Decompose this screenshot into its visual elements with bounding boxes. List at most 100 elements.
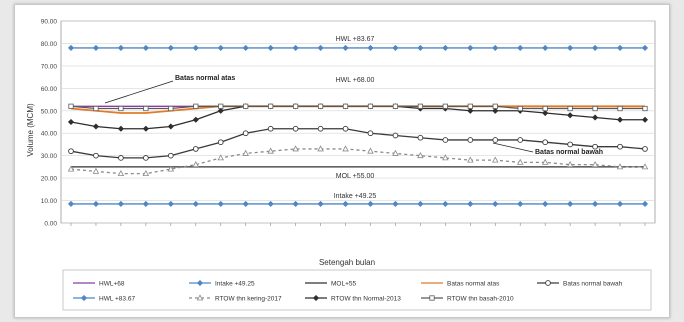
data-point	[167, 123, 174, 130]
legend-item: HWL+68	[73, 281, 125, 288]
data-point	[242, 200, 249, 208]
legend-label: HWL +83.67	[99, 296, 135, 303]
legend-item: Intake +49.25	[189, 279, 255, 288]
data-point	[592, 143, 598, 150]
data-point	[317, 125, 324, 132]
data-point	[68, 148, 74, 155]
data-point	[367, 130, 374, 137]
data-point	[117, 125, 125, 132]
y-tick-label: 20.00	[41, 176, 58, 183]
data-point	[142, 169, 150, 177]
data-point	[591, 161, 599, 168]
data-point	[217, 200, 224, 208]
data-point	[616, 116, 624, 123]
data-point	[292, 145, 299, 152]
line-chart: 0.00 10.00 20.00 30.00 40.00 50.00 60.00 70.00 8…	[26, 19, 656, 311]
data-point	[317, 103, 324, 109]
data-point	[168, 105, 174, 112]
data-point	[616, 200, 624, 208]
data-point	[167, 200, 174, 208]
data-point	[517, 200, 524, 208]
pointer-batas-bawah	[492, 142, 534, 153]
data-point	[641, 44, 649, 52]
data-point	[317, 145, 324, 152]
y-tick-label: 80.00	[41, 41, 58, 48]
data-point	[342, 125, 349, 132]
data-point	[467, 156, 474, 163]
legend-marker	[196, 279, 204, 287]
data-point	[566, 44, 574, 52]
legend-label: Batas normal atas	[447, 281, 500, 288]
annotation-hwl-68: HWL +68.00	[336, 77, 375, 84]
legend: HWL+68 Intake +49.25 MOL+55 Batas normal at…	[62, 269, 652, 311]
data-point	[193, 103, 199, 109]
data-point	[417, 152, 424, 159]
data-point	[267, 44, 274, 52]
data-point	[317, 200, 324, 208]
data-point	[167, 44, 174, 52]
legend-label: HWL+68	[99, 281, 125, 288]
y-tick-label: 60.00	[41, 86, 58, 93]
data-point	[267, 125, 274, 132]
legend-item: Batas normal bawah	[537, 280, 623, 288]
data-point	[492, 103, 498, 109]
data-point	[167, 165, 175, 172]
data-point	[192, 146, 199, 152]
data-point	[342, 103, 349, 109]
data-point	[492, 200, 499, 208]
data-point	[143, 105, 149, 112]
data-point	[217, 139, 224, 146]
annotation-hwl-83: HWL +83.67	[336, 36, 375, 43]
data-point	[293, 103, 299, 109]
data-point	[492, 137, 499, 143]
data-point	[467, 200, 474, 208]
data-point	[67, 118, 75, 126]
data-point	[517, 137, 524, 143]
data-point	[292, 44, 299, 52]
plot-area	[60, 20, 656, 224]
legend-item: RTOW thn basah-2010	[421, 295, 514, 303]
data-point	[641, 163, 649, 170]
data-point	[641, 116, 649, 123]
y-tick-label: 90.00	[41, 19, 58, 26]
data-point	[392, 103, 399, 109]
data-point	[467, 44, 474, 52]
series-4	[68, 125, 648, 161]
data-point	[117, 200, 125, 208]
data-point	[542, 109, 549, 117]
data-point	[442, 200, 449, 208]
legend-label: Batas normal bawah	[563, 281, 623, 288]
y-tick-label: 30.00	[41, 153, 58, 160]
y-tick-label: 70.00	[41, 63, 58, 70]
pointer-batas-atas	[104, 80, 174, 104]
data-point	[92, 123, 100, 130]
data-point	[492, 44, 499, 52]
data-point	[192, 44, 199, 52]
data-point	[392, 132, 399, 139]
data-point	[292, 125, 299, 132]
chart-frame: 0.00 10.00 20.00 30.00 40.00 50.00 60.00 70.00 8…	[14, 4, 670, 318]
legend-item: MOL+55	[305, 281, 356, 288]
data-point	[617, 143, 623, 150]
data-point	[517, 44, 524, 52]
data-point	[117, 44, 125, 52]
data-point	[467, 137, 474, 143]
data-point	[92, 167, 100, 174]
data-point	[542, 44, 549, 52]
series-line	[70, 148, 645, 175]
legend-label: Intake +49.25	[215, 281, 255, 288]
data-point	[192, 200, 199, 208]
data-point	[292, 200, 299, 208]
data-point	[566, 112, 574, 119]
data-point	[417, 200, 424, 208]
series-5	[67, 44, 649, 52]
data-point	[92, 44, 100, 52]
data-point	[541, 158, 549, 165]
data-point	[67, 44, 75, 52]
legend-item: HWL +83.67	[73, 294, 135, 303]
data-point	[417, 103, 423, 109]
series-line	[70, 128, 646, 159]
data-point	[118, 105, 124, 112]
data-point	[417, 134, 424, 141]
data-point	[268, 103, 274, 109]
